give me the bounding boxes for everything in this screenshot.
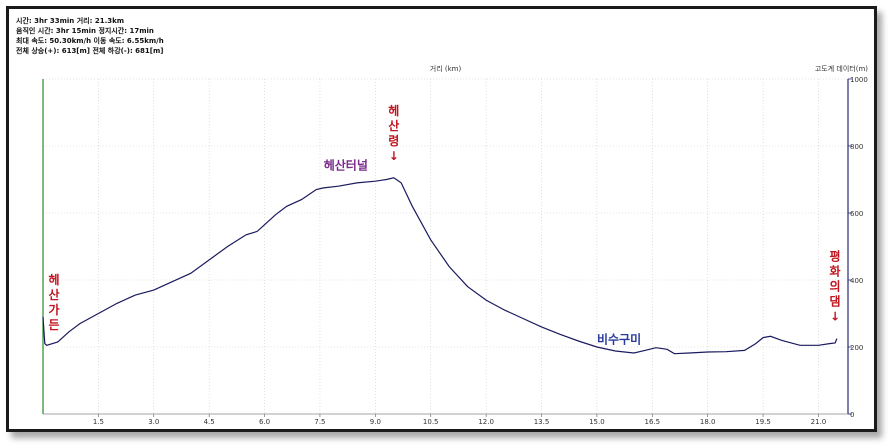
annotation-label: 비수구미 (597, 332, 641, 347)
annotation-char: 평 (830, 250, 841, 264)
x-tick-label: 15.0 (589, 418, 605, 426)
y-tick-label: 800 (850, 143, 863, 151)
x-tick-label: 4.5 (204, 418, 215, 426)
x-tick-label: 1.5 (93, 418, 104, 426)
annotation-label: 헤산터널 (324, 158, 368, 173)
y-tick-label: 400 (850, 277, 863, 285)
chart-frame (6, 6, 877, 432)
annotation-arrow: ↓ (389, 149, 399, 163)
annotation-arrow: ↓ (830, 310, 840, 324)
x-tick-label: 10.5 (423, 418, 439, 426)
elevation-line (42, 177, 838, 355)
stats-line-elevation: 전체 상승(+): 613[m] 전체 하강(-): 681[m] (16, 47, 164, 55)
y-tick-label: 1000 (850, 76, 868, 84)
x-tick-label: 16.5 (644, 418, 660, 426)
chart-grid (43, 78, 852, 417)
x-tick-label: 18.0 (700, 418, 716, 426)
annotation-char: 화 (830, 264, 841, 279)
annotation-char: 가 (49, 302, 60, 317)
x-tick-labels: 1.5 3.0 4.5 6.0 7.5 9.0 10.5 12.0 13.5 15.0 16.5 18… (93, 418, 826, 426)
y-tick-label: 0 (850, 411, 854, 419)
annotation-char: 령 (388, 134, 399, 148)
x-tick-label: 21.0 (811, 418, 827, 426)
x-tick-label: 7.5 (314, 418, 325, 426)
y-tick-label: 600 (850, 210, 863, 218)
y-tick-labels: 0 200 400 600 800 1000 (850, 76, 868, 419)
x-tick-label: 9.0 (370, 418, 381, 426)
annotation-char: 의 (830, 279, 841, 294)
stats-line-time: 시간: 3hr 33min 거리: 21.3km (16, 17, 125, 25)
x-axis-title: 거리 (km) (430, 64, 462, 73)
annotation-char: 든 (49, 318, 60, 332)
x-tick-label: 3.0 (148, 418, 159, 426)
x-tick-label: 19.5 (755, 418, 771, 426)
annotation-char: 산 (388, 118, 399, 133)
annotation-char: 댐 (830, 294, 841, 309)
annotation-char: 산 (49, 287, 60, 302)
x-tick-label: 12.0 (478, 418, 494, 426)
annotation-char: 헤 (49, 272, 60, 287)
y-axis-title: 고도계 데이터(m) (815, 64, 868, 73)
annotation-char: 헤 (388, 103, 399, 118)
x-tick-label: 13.5 (534, 418, 550, 426)
trip-stats: 시간: 3hr 33min 거리: 21.3km 움직인 시간: 3hr 15m… (16, 16, 164, 56)
stats-line-moving: 움직인 시간: 3hr 15min 정지시간: 17min (16, 27, 154, 35)
stats-line-speed: 최대 속도: 50.30km/h 이동 속도: 6.55km/h (16, 37, 164, 45)
y-tick-label: 200 (850, 344, 863, 352)
x-tick-label: 6.0 (259, 418, 270, 426)
